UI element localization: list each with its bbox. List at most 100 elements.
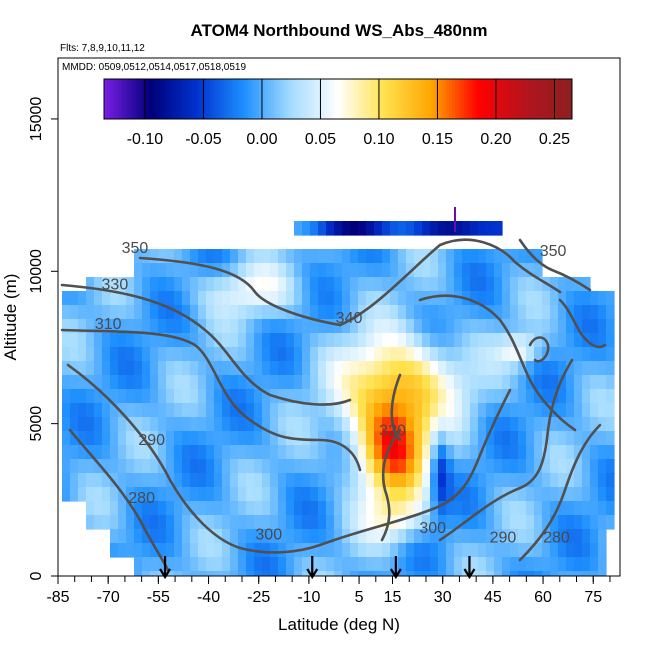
heatmap-cell <box>334 403 343 418</box>
heatmap-cell <box>406 431 415 446</box>
heatmap-cell <box>406 319 415 334</box>
heatmap-cell <box>158 543 167 558</box>
heatmap-cell <box>446 417 455 432</box>
heatmap-cell <box>390 459 399 474</box>
heatmap-cell <box>518 487 527 502</box>
heatmap-cell <box>582 557 591 572</box>
heatmap-cell <box>78 459 87 474</box>
heatmap-cell <box>318 389 327 404</box>
colorbar-swatch <box>144 79 149 119</box>
heatmap-cell <box>230 361 239 376</box>
heatmap-cell <box>494 557 503 572</box>
heatmap-cell <box>486 431 495 446</box>
heatmap-cell <box>286 473 295 488</box>
heatmap-cell <box>302 389 311 404</box>
heatmap-cell <box>470 319 479 334</box>
heatmap-cell <box>438 403 447 418</box>
heatmap-cell <box>334 473 343 488</box>
heatmap-cell <box>422 403 431 418</box>
heatmap-cell <box>334 487 343 502</box>
heatmap-cell <box>318 431 327 446</box>
heatmap-cell <box>254 333 263 348</box>
heatmap-cell <box>150 501 159 516</box>
heatmap-cell <box>278 501 287 516</box>
heatmap-cell <box>278 305 287 320</box>
heatmap-cell <box>150 361 159 376</box>
heatmap-cell <box>494 445 503 460</box>
heatmap-cell <box>150 403 159 418</box>
heatmap-cell <box>438 375 447 390</box>
heatmap-cell <box>318 417 327 432</box>
heatmap-cell <box>182 487 191 502</box>
heatmap-cell <box>390 291 399 306</box>
heatmap-cell <box>430 291 439 306</box>
contour-label: 330 <box>102 276 129 293</box>
heatmap-cell <box>582 403 591 418</box>
heatmap-cell <box>190 543 199 558</box>
heatmap-cell <box>590 571 599 576</box>
heatmap-cell <box>374 543 383 558</box>
heatmap-cell <box>246 557 255 572</box>
heatmap-cell <box>62 473 71 488</box>
heatmap-cell <box>414 333 423 348</box>
heatmap-cell <box>574 319 583 334</box>
colorbar-swatch <box>560 79 564 119</box>
heatmap-cell <box>430 431 439 446</box>
heatmap-cell <box>206 389 215 404</box>
heatmap-cell <box>462 319 471 334</box>
heatmap-cell <box>454 571 463 576</box>
colorbar-swatch <box>381 79 386 119</box>
heatmap-cell <box>166 305 175 320</box>
heatmap-cell <box>342 319 351 334</box>
heatmap-cell <box>598 375 607 390</box>
heatmap-cell <box>438 473 447 488</box>
heatmap-cell <box>198 529 207 544</box>
heatmap-cell <box>142 347 151 362</box>
heatmap-cell <box>70 305 79 320</box>
heatmap-cell <box>462 347 471 362</box>
heatmap-cell <box>510 347 519 362</box>
heatmap-cell <box>70 473 79 488</box>
heatmap-cell <box>574 347 583 362</box>
x-tick-label: 60 <box>534 589 552 606</box>
heatmap-cell <box>246 417 255 432</box>
colorbar-swatch <box>446 79 450 119</box>
heatmap-cell <box>374 473 383 488</box>
heatmap-cell <box>254 291 263 306</box>
heatmap-cell <box>518 291 527 306</box>
heatmap-cell <box>142 571 151 576</box>
heatmap-cell <box>286 361 295 376</box>
heatmap-cell <box>126 501 135 516</box>
heatmap-cell <box>294 445 303 460</box>
heatmap-cell <box>286 333 295 348</box>
heatmap-cell <box>470 263 479 278</box>
heatmap-cell <box>214 459 223 474</box>
heatmap-cell <box>366 459 375 474</box>
heatmap-cell <box>222 501 231 516</box>
colorbar-swatch <box>384 79 389 119</box>
heatmap-cell <box>526 347 535 362</box>
heatmap-cell <box>438 277 447 292</box>
heatmap-cell <box>206 515 215 530</box>
contour-label: 290 <box>138 432 165 449</box>
heatmap-cell <box>86 459 95 474</box>
heatmap-cell <box>382 333 391 348</box>
heatmap-cell <box>590 305 599 320</box>
heatmap-cell <box>174 403 183 418</box>
heatmap-cell <box>406 543 415 558</box>
heatmap-cell <box>462 431 471 446</box>
heatmap-cell <box>150 487 159 502</box>
heatmap-cell <box>78 431 87 446</box>
heatmap-cell <box>582 375 591 390</box>
heatmap-cell <box>126 473 135 488</box>
heatmap-cell <box>382 431 391 446</box>
heatmap-cell <box>78 305 87 320</box>
heatmap-cell <box>582 431 591 446</box>
heatmap-cell <box>270 361 279 376</box>
colorbar-swatch <box>276 79 280 119</box>
heatmap-cell <box>310 417 319 432</box>
heatmap-cell <box>590 529 599 544</box>
heatmap-cell <box>542 473 551 488</box>
heatmap-cell <box>270 291 279 306</box>
heatmap-cell <box>598 389 607 404</box>
